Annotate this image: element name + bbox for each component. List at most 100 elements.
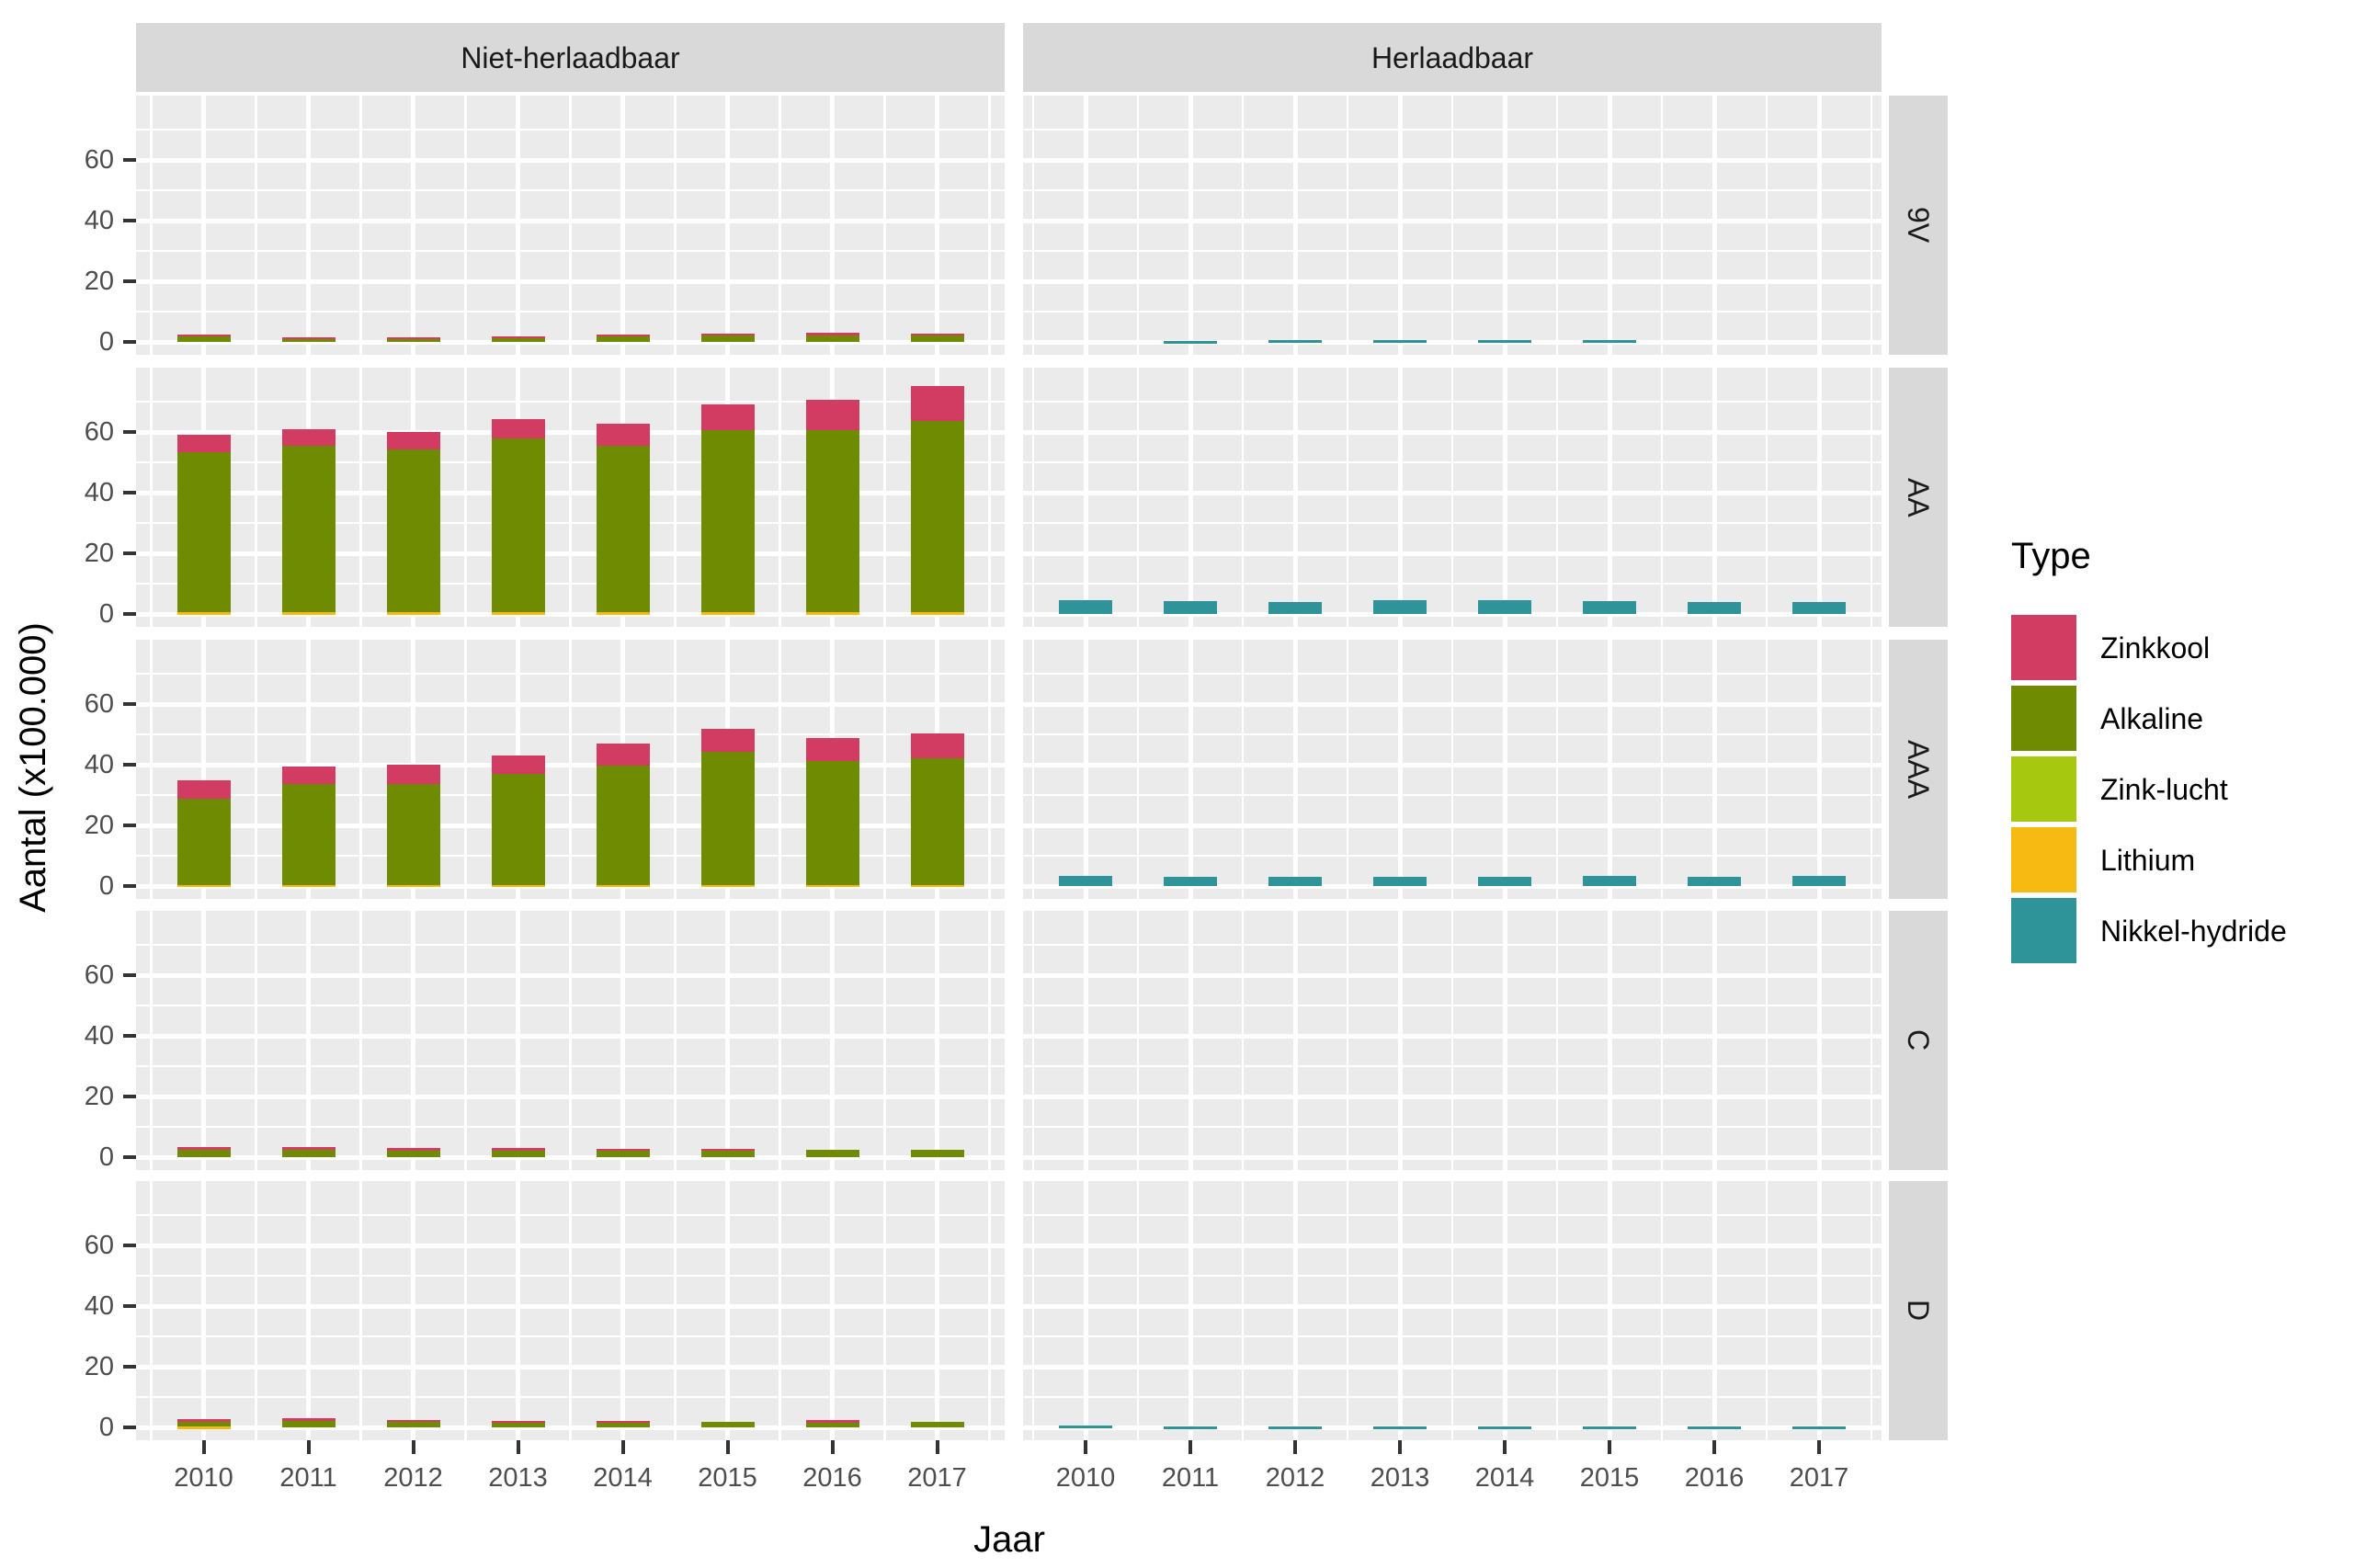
bar-AAA-Niet-herlaadbaar-2015-Alkaline bbox=[700, 751, 755, 885]
gridline-minor-x bbox=[1765, 368, 1769, 627]
bar-AAA-Niet-herlaadbaar-2012-Alkaline bbox=[386, 783, 440, 885]
bar-AAA-Niet-herlaadbaar-2010-Alkaline bbox=[176, 798, 231, 885]
x-tick-label: 2011 bbox=[279, 1463, 337, 1493]
x-tick-mark bbox=[1608, 1440, 1611, 1454]
x-tick-label: 2015 bbox=[698, 1463, 757, 1493]
gridline-major-x bbox=[1292, 640, 1298, 899]
gridline-major-x bbox=[306, 96, 311, 355]
gridline-major-y bbox=[136, 1033, 1005, 1039]
y-tick-label: 20 bbox=[84, 1082, 114, 1112]
gridline-minor-x bbox=[1346, 911, 1349, 1170]
gridline-major-y bbox=[136, 1154, 1005, 1160]
x-tick-label: 2012 bbox=[383, 1463, 443, 1493]
x-tick-label: 2014 bbox=[593, 1463, 653, 1493]
legend-item-lithium: Lithium bbox=[2011, 827, 2377, 892]
x-tick-mark bbox=[201, 1440, 206, 1454]
gridline-major-x bbox=[1397, 96, 1403, 355]
gridline-major-y bbox=[136, 278, 1005, 284]
gridline-minor-x bbox=[1031, 911, 1035, 1170]
x-tick-label: 2016 bbox=[1684, 1463, 1745, 1493]
y-tick-mark bbox=[123, 491, 136, 495]
bar-D-Niet-herlaadbaar-2010-Zinkkool bbox=[176, 1419, 231, 1422]
gridline-major-y bbox=[1023, 701, 1882, 707]
bar-AAA-Niet-herlaadbaar-2011-Lithium bbox=[281, 884, 336, 888]
gridline-major-y bbox=[1023, 339, 1882, 345]
bar-D-Niet-herlaadbaar-2016-Zinkkool bbox=[805, 1420, 859, 1423]
gridline-minor-x bbox=[464, 1181, 467, 1440]
facet-strip-9v: 9V bbox=[1889, 96, 1948, 355]
gridline-major-y bbox=[136, 1094, 1005, 1099]
bar-AAA-Niet-herlaadbaar-2016-Zinkkool bbox=[805, 737, 859, 761]
gridline-major-x bbox=[1712, 640, 1717, 899]
gridline-minor-x bbox=[150, 1181, 153, 1440]
gridline-major-x bbox=[1188, 96, 1193, 355]
gridline-minor-x bbox=[359, 640, 362, 899]
gridline-major-x bbox=[1188, 368, 1193, 627]
gridline-major-x bbox=[1816, 96, 1822, 355]
gridline-minor-x bbox=[883, 1181, 886, 1440]
gridline-minor-x bbox=[1870, 96, 1873, 355]
bar-9V-Niet-herlaadbaar-2010-Alkaline bbox=[176, 335, 231, 343]
gridline-major-x bbox=[1712, 368, 1717, 627]
y-tick-label: 60 bbox=[84, 145, 114, 175]
gridline-minor-x bbox=[464, 911, 467, 1170]
x-tick-mark bbox=[306, 1440, 311, 1454]
facet-strip-herlaadbaar: Herlaadbaar bbox=[1023, 23, 1882, 92]
gridline-minor-x bbox=[569, 640, 572, 899]
bar-AA-Niet-herlaadbaar-2015-Alkaline bbox=[700, 430, 755, 613]
bar-AA-Herlaadbaar-2017-Nikkel-hydride bbox=[1792, 601, 1846, 615]
bar-D-Niet-herlaadbaar-2011-Zinkkool bbox=[281, 1418, 336, 1421]
gridline-major-y bbox=[136, 1303, 1005, 1309]
y-tick-mark bbox=[123, 1426, 136, 1430]
y-tick-mark bbox=[123, 158, 136, 162]
bar-AA-Herlaadbaar-2010-Nikkel-hydride bbox=[1059, 600, 1112, 615]
y-tick-label: 40 bbox=[84, 1291, 114, 1322]
gridline-minor-x bbox=[569, 911, 572, 1170]
panel-AAA-Niet-herlaadbaar bbox=[136, 640, 1005, 899]
bar-9V-Herlaadbaar-2014-Nikkel-hydride bbox=[1478, 340, 1531, 343]
y-tick-label: 0 bbox=[98, 599, 114, 630]
gridline-major-x bbox=[1502, 1181, 1507, 1440]
gridline-minor-x bbox=[1765, 96, 1769, 355]
bar-9V-Niet-herlaadbaar-2015-Zinkkool bbox=[700, 333, 755, 336]
gridline-major-x bbox=[1502, 640, 1507, 899]
legend-swatch-alkaline bbox=[2011, 686, 2076, 751]
gridline-minor-x bbox=[1555, 640, 1559, 899]
bar-AA-Herlaadbaar-2011-Nikkel-hydride bbox=[1164, 600, 1217, 615]
facet-strip-aaa: AAA bbox=[1889, 640, 1948, 899]
gridline-minor-x bbox=[1870, 911, 1873, 1170]
gridline-major-x bbox=[1188, 640, 1193, 899]
bar-C-Niet-herlaadbaar-2015-Zinkkool bbox=[700, 1148, 755, 1152]
legend-item-alkaline: Alkaline bbox=[2011, 686, 2377, 751]
y-tick-label: 60 bbox=[84, 960, 114, 990]
gridline-major-x bbox=[1607, 640, 1612, 899]
gridline-major-x bbox=[1188, 1181, 1193, 1440]
gridline-major-y bbox=[1023, 278, 1882, 284]
gridline-major-x bbox=[516, 911, 520, 1170]
panel-AA-Niet-herlaadbaar bbox=[136, 368, 1005, 627]
gridline-major-x bbox=[935, 911, 939, 1170]
y-tick-label: 0 bbox=[98, 1142, 114, 1173]
gridline-minor-x bbox=[1765, 911, 1769, 1170]
y-tick-mark bbox=[123, 884, 136, 889]
bar-AAA-Niet-herlaadbaar-2016-Alkaline bbox=[805, 760, 859, 885]
bar-AAA-Niet-herlaadbaar-2012-Lithium bbox=[386, 884, 440, 888]
y-tick-label: 20 bbox=[84, 539, 114, 569]
bar-9V-Niet-herlaadbaar-2016-Alkaline bbox=[805, 334, 859, 343]
x-tick-mark bbox=[1188, 1440, 1192, 1454]
gridline-minor-x bbox=[359, 368, 362, 627]
bar-AAA-Herlaadbaar-2013-Nikkel-hydride bbox=[1373, 877, 1427, 887]
gridline-minor-x bbox=[1346, 640, 1349, 899]
y-tick-mark bbox=[123, 973, 136, 977]
legend-item-nikkel-hydride: Nikkel-hydride bbox=[2011, 898, 2377, 963]
bar-9V-Herlaadbaar-2011-Nikkel-hydride bbox=[1164, 341, 1217, 344]
gridline-minor-x bbox=[569, 96, 572, 355]
gridline-minor-x bbox=[1450, 96, 1454, 355]
bar-D-Niet-herlaadbaar-2010-Lithium bbox=[176, 1426, 231, 1429]
bar-C-Niet-herlaadbaar-2012-Alkaline bbox=[386, 1148, 440, 1158]
gridline-major-x bbox=[1816, 911, 1822, 1170]
gridline-major-x bbox=[1083, 368, 1088, 627]
bar-9V-Niet-herlaadbaar-2017-Alkaline bbox=[910, 335, 964, 343]
gridline-major-x bbox=[1712, 1181, 1717, 1440]
bar-D-Niet-herlaadbaar-2014-Zinkkool bbox=[596, 1420, 650, 1424]
